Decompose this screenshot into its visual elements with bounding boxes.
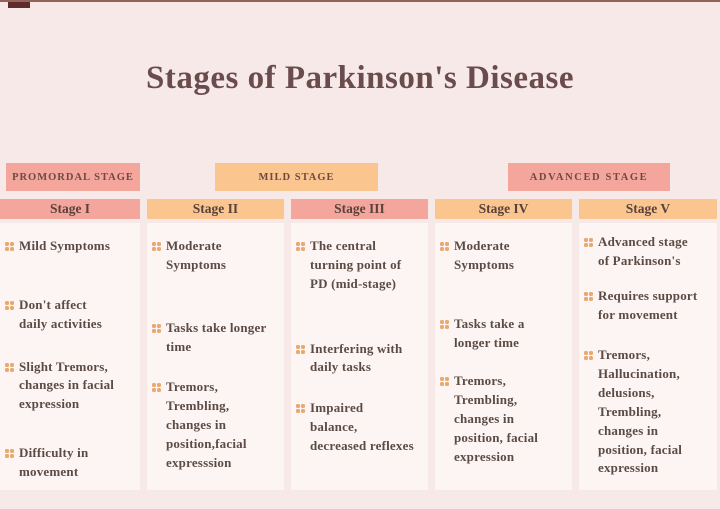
stage-header-1: Stage I — [0, 199, 140, 219]
bullet-item: Advanced stage of Parkinson's — [584, 233, 713, 271]
stage-column-4: Moderate Symptoms Tasks take a longer ti… — [435, 223, 572, 490]
bullet-text: Impaired balance, decreased reflexes — [310, 400, 414, 453]
phase-band-mild: MILD STAGE — [215, 163, 378, 191]
bullet-dots-icon — [296, 344, 305, 354]
bullet-text: Tremors, Trembling, changes in position,… — [166, 379, 247, 470]
bullet-text: Difficulty in movement — [19, 445, 89, 479]
phase-band-row: PROMORDAL STAGE MILD STAGE ADVANCED STAG… — [0, 163, 720, 191]
bullet-item: Moderate Symptoms — [440, 237, 568, 275]
bullet-item: Mild Symptoms — [5, 237, 136, 256]
bullet-text: Requires support for movement — [598, 287, 698, 322]
stage-column-5: Advanced stage of Parkinson's Requires s… — [579, 223, 717, 490]
bullet-text: Advanced stage of Parkinson's — [598, 234, 688, 268]
bullet-dots-icon — [584, 238, 593, 247]
bullet-dots-icon — [440, 242, 449, 251]
bullet-item: Tremors, Trembling, changes in position,… — [152, 378, 280, 472]
bullet-text: Tasks take a longer time — [454, 315, 525, 350]
stage-header-3: Stage III — [291, 199, 428, 219]
bullet-item: Moderate Symptoms — [152, 237, 280, 275]
bullet-item: The central turning point of PD (mid-sta… — [296, 237, 424, 294]
bullet-item: Interfering with daily tasks — [296, 340, 424, 378]
phase-band-label: MILD STAGE — [258, 171, 335, 183]
phase-band-promordal: PROMORDAL STAGE — [6, 163, 140, 191]
bullet-item: Tasks take longer time — [152, 319, 280, 357]
phase-band-label: ADVANCED STAGE — [529, 171, 649, 183]
bullet-dots-icon — [5, 449, 14, 459]
scan-artifact-top — [8, 2, 30, 8]
bullet-dots-icon — [5, 242, 14, 251]
bullet-text: Moderate Symptoms — [166, 238, 227, 272]
bullet-item: Don't affect daily activities — [5, 296, 136, 334]
bullet-dots-icon — [296, 242, 305, 251]
bullet-text: Interfering with daily tasks — [310, 340, 403, 375]
stage-header-2: Stage II — [147, 199, 284, 219]
bullet-dots-icon — [440, 319, 449, 329]
stage-columns: Mild Symptoms Don't affect daily activit… — [0, 223, 719, 490]
bullet-dots-icon — [584, 351, 593, 361]
stage-header-row: Stage I Stage II Stage III Stage IV Stag… — [0, 199, 719, 219]
bullet-item: Tremors, Hallucination, delusions, Tremb… — [584, 346, 713, 478]
bullet-item: Tasks take a longer time — [440, 315, 568, 353]
bullet-text: Tremors, Trembling, changes in position,… — [454, 373, 539, 464]
bullet-item: Requires support for movement — [584, 287, 713, 325]
phase-band-label: PROMORDAL STAGE — [12, 171, 134, 183]
bullet-item: Difficulty in movement — [5, 444, 136, 482]
bullet-dots-icon — [296, 404, 305, 414]
stage-column-2: Moderate Symptoms Tasks take longer time… — [147, 223, 284, 490]
bullet-dots-icon — [152, 323, 161, 333]
bullet-text: Slight Tremors, changes in facial expres… — [19, 358, 115, 412]
bullet-dots-icon — [584, 291, 593, 301]
bullet-dots-icon — [152, 242, 161, 251]
bullet-text: Tremors, Hallucination, delusions, Tremb… — [598, 347, 683, 476]
bullet-text: Tasks take longer time — [166, 319, 267, 354]
stage-column-1: Mild Symptoms Don't affect daily activit… — [0, 223, 140, 490]
bullet-text: Don't affect daily activities — [19, 296, 102, 331]
page-title: Stages of Parkinson's Disease — [146, 60, 574, 96]
bullet-text: Mild Symptoms — [19, 238, 111, 253]
bullet-text: Moderate Symptoms — [454, 238, 515, 272]
phase-band-advanced: ADVANCED STAGE — [508, 163, 670, 191]
stage-column-3: The central turning point of PD (mid-sta… — [291, 223, 428, 490]
bullet-dots-icon — [5, 300, 14, 310]
bullet-text: The central turning point of PD (mid-sta… — [310, 238, 402, 291]
stage-header-4: Stage IV — [435, 199, 572, 219]
bullet-item: Tremors, Trembling, changes in position,… — [440, 372, 568, 466]
bullet-item: Slight Tremors, changes in facial expres… — [5, 358, 136, 415]
bullet-item: Impaired balance, decreased reflexes — [296, 399, 424, 456]
bullet-dots-icon — [440, 377, 449, 387]
stage-header-5: Stage V — [579, 199, 717, 219]
bullet-dots-icon — [152, 383, 161, 393]
bullet-dots-icon — [5, 362, 14, 372]
